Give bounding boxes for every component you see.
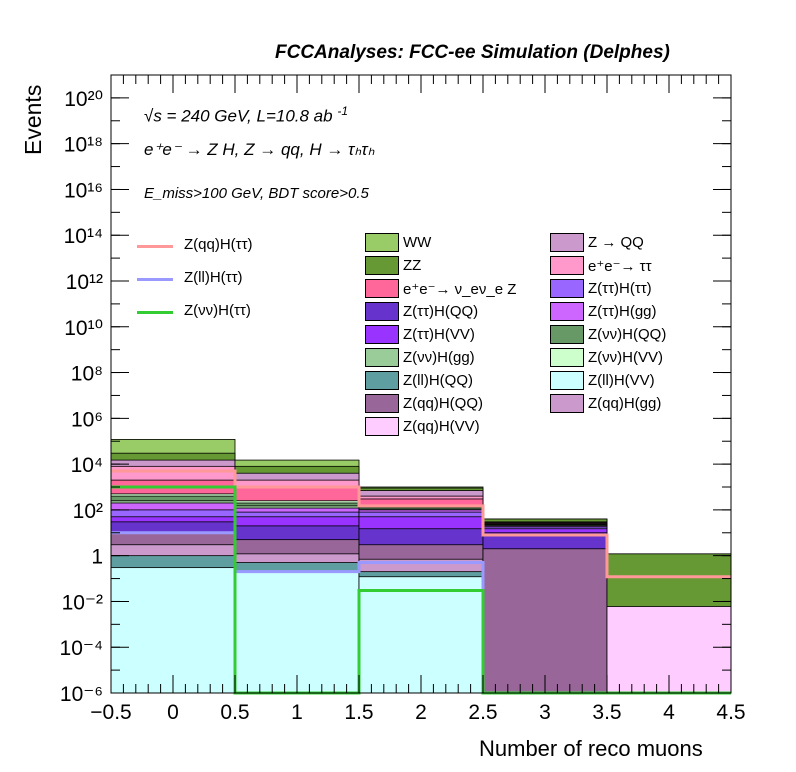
legend-label: Z → QQ	[588, 234, 644, 251]
energy-text: √s = 240 GeV, L=10.8 ab	[144, 106, 333, 126]
x-tick-label: 0	[167, 701, 179, 724]
legend-line-label: Z(qq)H(ττ)	[184, 236, 253, 253]
y-tick-label: 10¹⁰	[64, 317, 103, 340]
legend-swatch	[365, 417, 399, 436]
x-tick-label: 2	[415, 701, 427, 724]
legend-label: Z(ll)H(VV)	[588, 372, 655, 389]
legend-label: Z(νν)H(VV)	[588, 349, 663, 366]
legend-swatch	[550, 394, 584, 413]
chart-title: FCCAnalyses: FCC-ee Simulation (Delphes)	[275, 42, 670, 63]
x-tick-label: 3.5	[592, 701, 621, 724]
legend-label: Z(ττ)H(ττ)	[588, 280, 652, 297]
x-tick-label: 1	[291, 701, 303, 724]
y-tick-label: 10¹²	[66, 271, 103, 294]
legend-label: Z(ll)H(QQ)	[403, 372, 473, 389]
y-tick-label: 10⁴	[71, 454, 103, 477]
energy-annotation: √s = 240 GeV, L=10.8 ab -1	[144, 104, 348, 127]
legend-swatch	[365, 302, 399, 321]
y-tick-label: 10⁶	[71, 408, 103, 431]
legend-label: Z(ττ)H(gg)	[588, 303, 657, 320]
legend-line-label: Z(ll)H(ττ)	[184, 269, 243, 286]
legend-label: Z(νν)H(QQ)	[588, 326, 667, 343]
x-tick-label: 0.5	[220, 701, 249, 724]
x-tick-label: −0.5	[90, 701, 131, 724]
process-annotation: e⁺e⁻ → Z H, Z → qq, H → τₕτₕ	[144, 140, 375, 159]
legend-label: Z(ττ)H(QQ)	[403, 303, 479, 320]
y-tick-label: 10⁻²	[62, 591, 103, 614]
y-tick-label: 10¹⁸	[64, 134, 103, 157]
legend-label: Z(qq)H(gg)	[588, 395, 662, 412]
x-axis-label: Number of reco muons	[479, 736, 703, 761]
y-tick-label: 1	[91, 546, 103, 569]
stack-bar	[110, 567, 236, 694]
stack-bar	[234, 571, 360, 694]
legend-swatch	[365, 279, 399, 298]
signal-line	[111, 469, 731, 579]
legend-swatch	[365, 325, 399, 344]
y-tick-label: 10¹⁶	[64, 179, 103, 202]
legend-swatch	[550, 279, 584, 298]
legend-swatch	[550, 302, 584, 321]
y-tick-label: 10⁻⁴	[60, 637, 103, 660]
y-tick-label: 10²	[73, 500, 103, 523]
x-tick-label: 1.5	[344, 701, 373, 724]
y-tick-label: 10¹⁴	[64, 225, 103, 248]
legend-swatch	[550, 348, 584, 367]
legend-swatch	[550, 256, 584, 275]
y-axis-label: Events	[20, 84, 46, 155]
legend-label: Z(qq)H(QQ)	[403, 395, 483, 412]
legend-line-swatch	[137, 311, 173, 314]
legend-label: Z(νν)H(gg)	[403, 349, 475, 366]
energy-superscript: -1	[337, 104, 348, 118]
legend-line-swatch	[137, 245, 173, 248]
legend-swatch	[550, 371, 584, 390]
legend-label: e⁺e⁻→ ττ	[588, 258, 652, 275]
legend-swatch	[365, 233, 399, 252]
y-tick-label: 10⁻⁶	[60, 683, 103, 706]
x-tick-label: 3	[539, 701, 551, 724]
x-tick-label: 4.5	[716, 701, 745, 724]
legend-label: e⁺e⁻→ ν_eν_e Z	[403, 281, 517, 298]
legend-swatch	[365, 371, 399, 390]
y-tick-label: 10²⁰	[64, 88, 103, 111]
x-tick-label: 2.5	[468, 701, 497, 724]
legend-line-label: Z(νν)H(ττ)	[184, 302, 251, 319]
stack-bar	[482, 548, 608, 694]
legend-swatch	[550, 325, 584, 344]
legend-swatch	[365, 256, 399, 275]
legend-label: ZZ	[403, 257, 422, 274]
legend-label: Z(ττ)H(VV)	[403, 326, 475, 343]
x-tick-label: 4	[663, 701, 675, 724]
legend-label: WW	[403, 234, 432, 251]
legend-label: Z(qq)H(VV)	[403, 418, 480, 435]
legend-swatch	[550, 233, 584, 252]
legend-line-swatch	[137, 278, 173, 281]
legend-swatch	[365, 348, 399, 367]
y-tick-label: 10⁸	[71, 363, 103, 386]
selection-annotation: E_miss>100 GeV, BDT score>0.5	[144, 185, 369, 202]
legend-swatch	[365, 394, 399, 413]
stack-bar	[358, 576, 484, 694]
